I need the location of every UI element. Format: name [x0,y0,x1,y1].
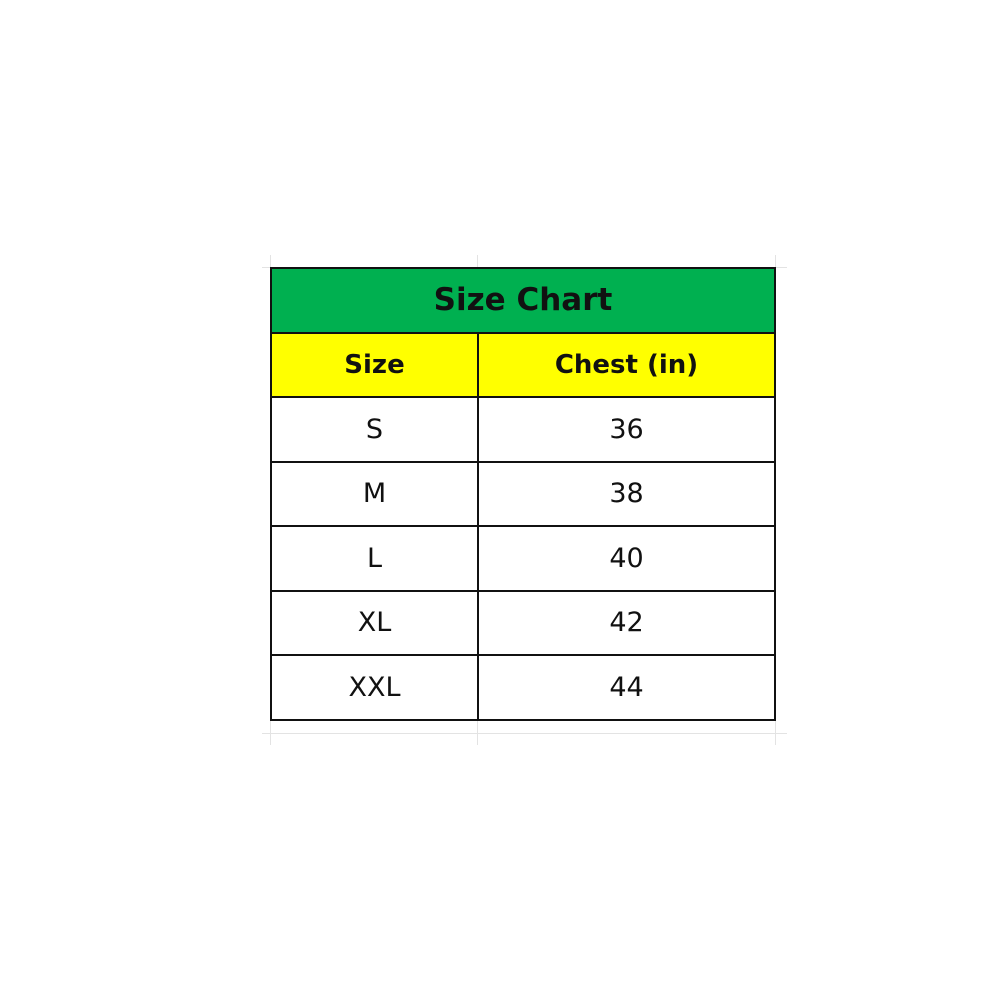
size-cell: XL [270,589,479,656]
table-row: XXL 44 [270,654,776,721]
header-chest: Chest (in) [477,331,776,398]
chest-cell: 44 [477,654,776,721]
table-row: S 36 [270,396,776,463]
chest-cell: 42 [477,589,776,656]
title-row: Size Chart [270,267,776,334]
chest-cell: 38 [477,460,776,527]
chest-cell: 36 [477,396,776,463]
size-cell: XXL [270,654,479,721]
table-title: Size Chart [270,267,776,334]
size-cell: M [270,460,479,527]
gridline [775,255,776,745]
size-cell: L [270,525,479,592]
table-row: L 40 [270,525,776,592]
size-cell: S [270,396,479,463]
header-size: Size [270,331,479,398]
table-row: XL 42 [270,589,776,656]
gridline [262,733,787,734]
size-chart-table: Size Chart Size Chest (in) S 36 M 38 L 4… [270,267,776,721]
chest-cell: 40 [477,525,776,592]
table-row: M 38 [270,460,776,527]
header-row: Size Chest (in) [270,331,776,398]
